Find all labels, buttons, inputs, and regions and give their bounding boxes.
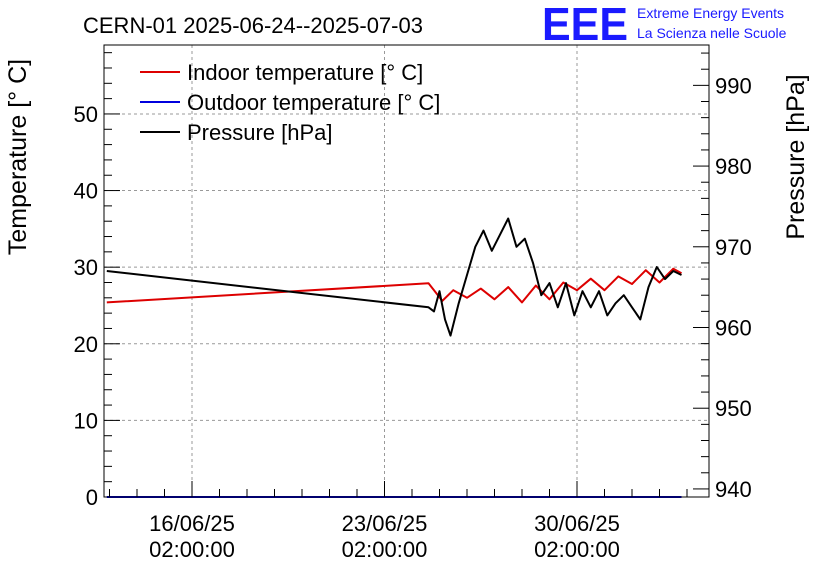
x-tick-label-time: 02:00:00 bbox=[342, 537, 428, 562]
logo-line-1: Extreme Energy Events bbox=[637, 5, 784, 21]
y2-tick-label: 950 bbox=[715, 396, 752, 421]
eee-logo: EEE Extreme Energy Events La Scienza nel… bbox=[542, 0, 787, 50]
y2-tick-label: 960 bbox=[715, 316, 752, 341]
x-tick-label-date: 16/06/25 bbox=[149, 511, 235, 536]
y-tick-label: 0 bbox=[86, 485, 98, 510]
y-tick-label: 30 bbox=[74, 255, 98, 280]
series-group bbox=[106, 217, 682, 498]
logo-line-2: La Scienza nelle Scuole bbox=[637, 25, 787, 41]
x-tick-label-time: 02:00:00 bbox=[534, 537, 620, 562]
legend-entry: Indoor temperature [° C] bbox=[187, 60, 423, 85]
legend-entry: Outdoor temperature [° C] bbox=[187, 90, 440, 115]
legend: Indoor temperature [° C] Outdoor temperat… bbox=[140, 60, 440, 145]
y-tick-label: 50 bbox=[74, 102, 98, 127]
y-tick-label: 20 bbox=[74, 332, 98, 357]
logo-mark: EEE bbox=[542, 0, 628, 50]
y2-axis-label: Pressure [hPa] bbox=[782, 74, 810, 239]
plot-frame bbox=[103, 44, 710, 498]
x-tick-label-date: 30/06/25 bbox=[534, 511, 620, 536]
y-axis-label: Temperature [° C] bbox=[4, 59, 32, 255]
y-tick-label: 10 bbox=[74, 408, 98, 433]
x-tick-label-date: 23/06/25 bbox=[342, 511, 428, 536]
y2-tick-label: 980 bbox=[715, 154, 752, 179]
y2-tick-label: 940 bbox=[715, 477, 752, 502]
legend-entry: Pressure [hPa] bbox=[187, 120, 333, 145]
y-tick-label: 40 bbox=[74, 179, 98, 204]
grid bbox=[104, 45, 709, 497]
y2-tick-label: 970 bbox=[715, 235, 752, 260]
series-line-pressure bbox=[106, 217, 682, 337]
y2-tick-label: 990 bbox=[715, 73, 752, 98]
x-tick-label-time: 02:00:00 bbox=[149, 537, 235, 562]
axes: 0102030405094095096097098099016/06/2502:… bbox=[74, 52, 752, 562]
chart-title: CERN-01 2025-06-24--2025-07-03 bbox=[83, 13, 423, 38]
